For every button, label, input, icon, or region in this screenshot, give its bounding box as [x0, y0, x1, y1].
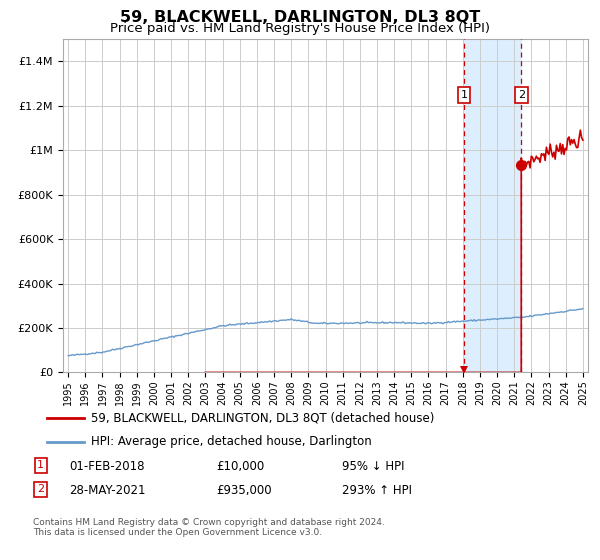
- Text: Contains HM Land Registry data © Crown copyright and database right 2024.
This d: Contains HM Land Registry data © Crown c…: [33, 518, 385, 538]
- Text: 59, BLACKWELL, DARLINGTON, DL3 8QT: 59, BLACKWELL, DARLINGTON, DL3 8QT: [120, 10, 480, 25]
- Text: £10,000: £10,000: [216, 460, 264, 473]
- Text: 293% ↑ HPI: 293% ↑ HPI: [342, 484, 412, 497]
- Text: HPI: Average price, detached house, Darlington: HPI: Average price, detached house, Darl…: [91, 435, 372, 448]
- Text: 2: 2: [518, 90, 525, 100]
- Text: 1: 1: [461, 90, 467, 100]
- Text: Price paid vs. HM Land Registry's House Price Index (HPI): Price paid vs. HM Land Registry's House …: [110, 22, 490, 35]
- Text: 59, BLACKWELL, DARLINGTON, DL3 8QT (detached house): 59, BLACKWELL, DARLINGTON, DL3 8QT (deta…: [91, 412, 435, 424]
- Text: 1: 1: [37, 460, 44, 470]
- Text: 2: 2: [37, 484, 44, 494]
- Text: 95% ↓ HPI: 95% ↓ HPI: [342, 460, 404, 473]
- Bar: [464, 39, 521, 372]
- Text: 28-MAY-2021: 28-MAY-2021: [69, 484, 146, 497]
- Text: £935,000: £935,000: [216, 484, 272, 497]
- Text: 01-FEB-2018: 01-FEB-2018: [69, 460, 145, 473]
